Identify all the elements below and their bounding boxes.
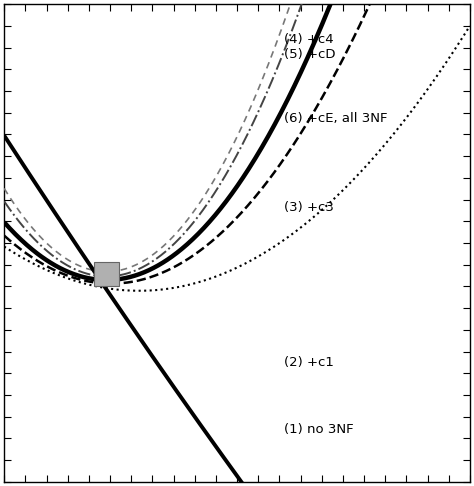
Text: (3) +c3: (3) +c3 <box>283 201 333 214</box>
Text: (1) no 3NF: (1) no 3NF <box>283 423 353 436</box>
Text: (6) +cE, all 3NF: (6) +cE, all 3NF <box>283 112 387 125</box>
Text: (4) +c4
(5) +cD: (4) +c4 (5) +cD <box>283 33 335 61</box>
Bar <box>94 262 119 286</box>
Text: (2) +c1: (2) +c1 <box>283 356 333 369</box>
